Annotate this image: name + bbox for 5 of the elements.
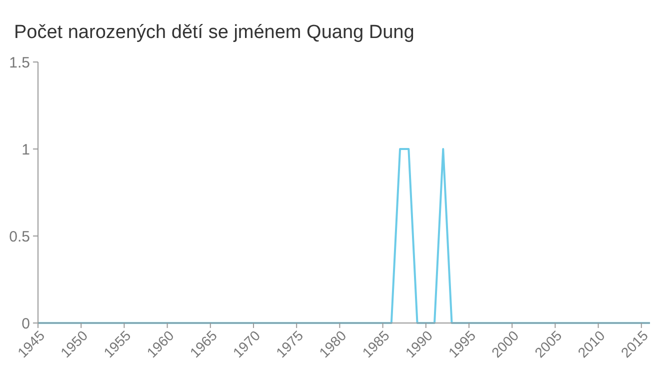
y-tick-label: 0 bbox=[22, 315, 30, 332]
y-tick-label: 0.5 bbox=[9, 228, 30, 246]
chart-title: Počet narozených dětí se jménem Quang Dung bbox=[14, 22, 414, 43]
y-tick-label: 1.5 bbox=[9, 54, 30, 72]
y-tick-label: 1 bbox=[22, 141, 30, 158]
